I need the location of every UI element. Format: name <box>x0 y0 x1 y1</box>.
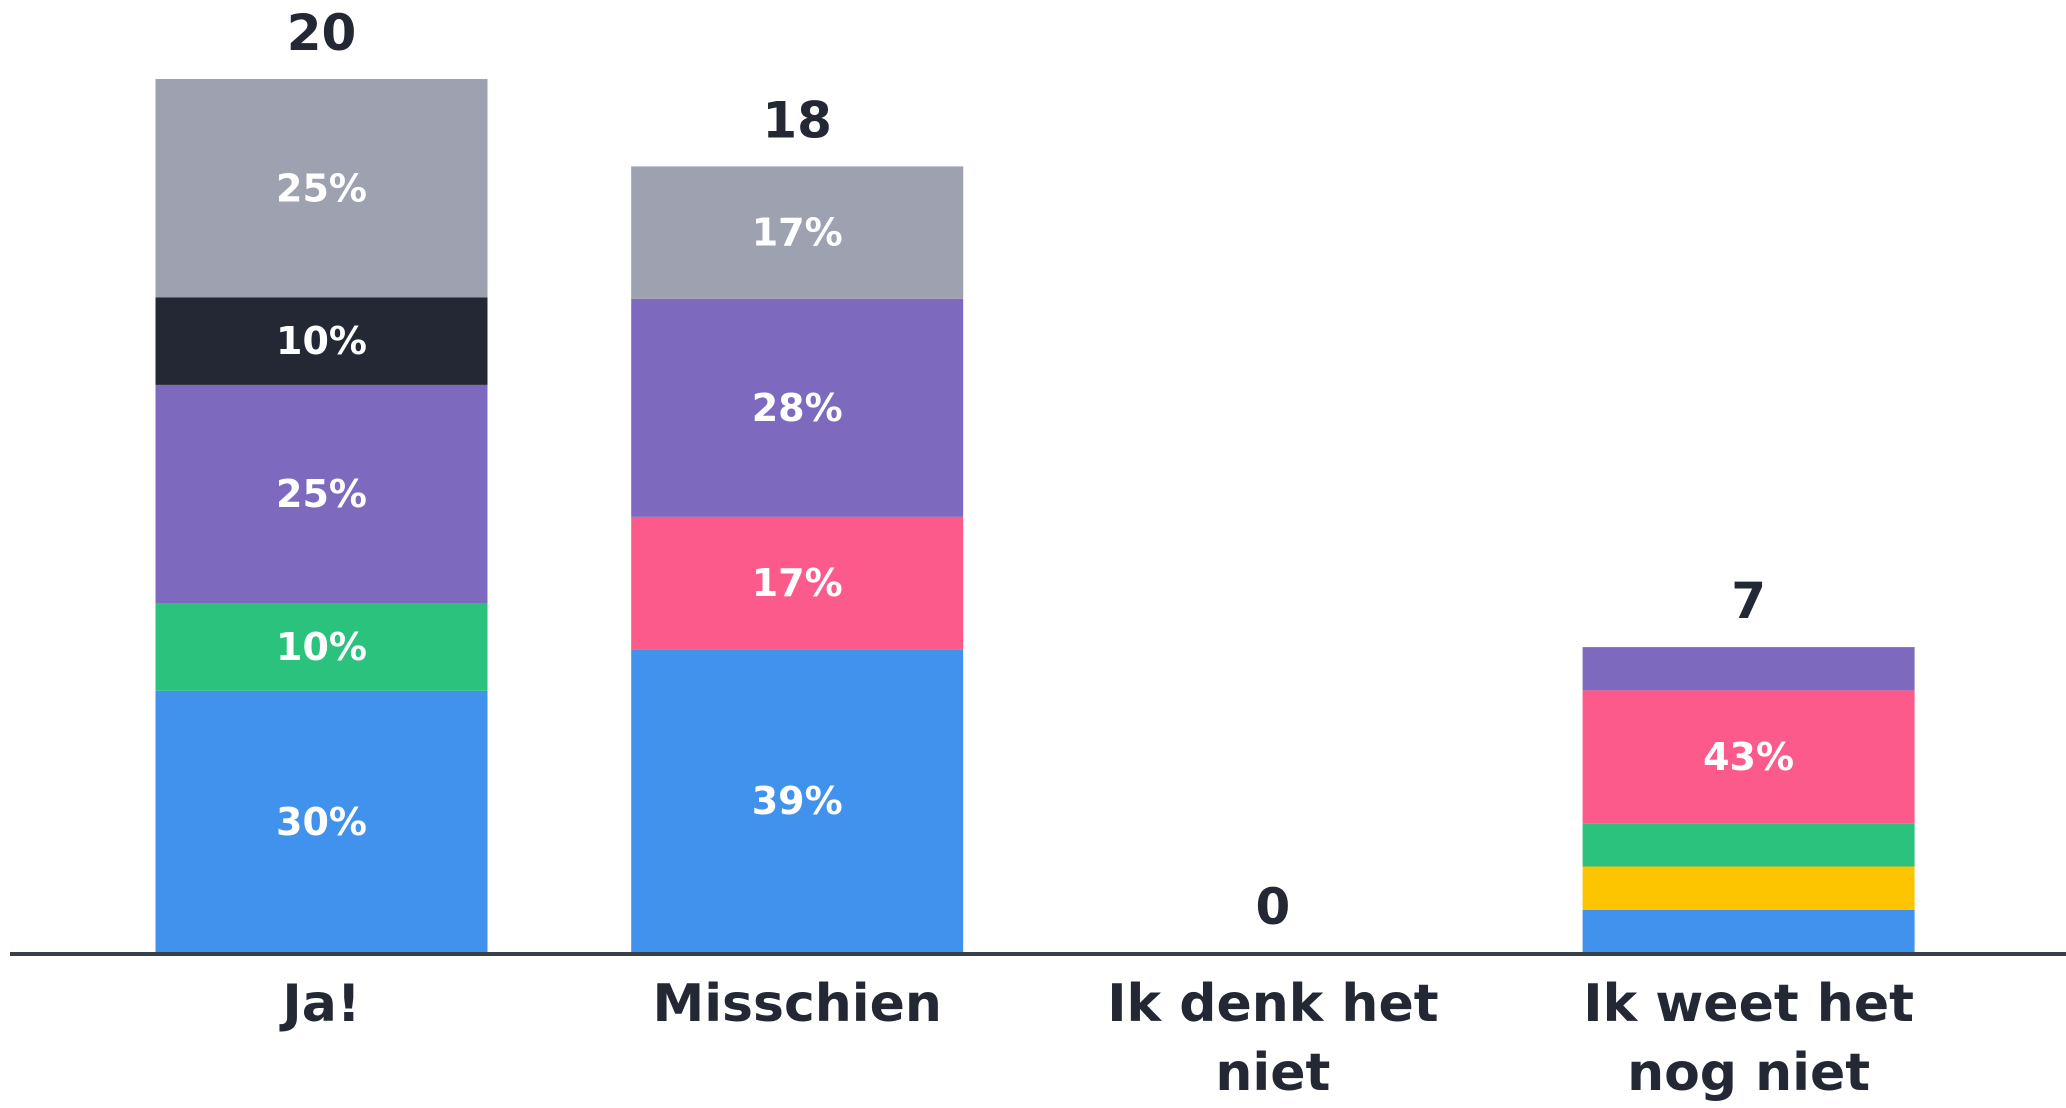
segment-label: 17% <box>752 561 843 605</box>
bar-segment <box>1582 647 1915 691</box>
segment-label: 30% <box>276 800 367 844</box>
category-label: Ik denk het niet <box>1107 974 1439 1103</box>
category-label: Ja! <box>282 974 361 1034</box>
bar-segment <box>1582 690 1915 824</box>
bar-segment <box>631 166 964 299</box>
category-label: Ik weet het nog niet <box>1583 974 1914 1103</box>
segment-label: 25% <box>276 472 367 516</box>
bar-segment <box>155 79 488 298</box>
segment-label: 28% <box>752 386 843 430</box>
bar-segment <box>631 516 964 650</box>
category-label: Misschien <box>652 974 942 1034</box>
total-label: 18 <box>762 91 832 149</box>
bar-segment <box>631 649 964 953</box>
segment-label: 43% <box>1703 735 1794 779</box>
bar-segment <box>1582 823 1915 867</box>
bar-segment <box>155 384 488 604</box>
segment-label: 25% <box>276 166 367 210</box>
segment-label: 10% <box>276 319 367 363</box>
bar-segment <box>1582 909 1915 953</box>
segment-label: 10% <box>276 625 367 669</box>
bar-segment <box>155 603 488 691</box>
segment-label: 17% <box>752 211 843 255</box>
bar-segment <box>155 297 488 385</box>
bar-segment <box>631 298 964 517</box>
total-label: 7 <box>1731 572 1766 630</box>
bar-segment <box>1582 866 1915 910</box>
segment-label: 39% <box>752 779 843 823</box>
bar-segment <box>155 690 488 953</box>
total-label: 20 <box>287 4 357 62</box>
total-label: 0 <box>1256 878 1291 936</box>
